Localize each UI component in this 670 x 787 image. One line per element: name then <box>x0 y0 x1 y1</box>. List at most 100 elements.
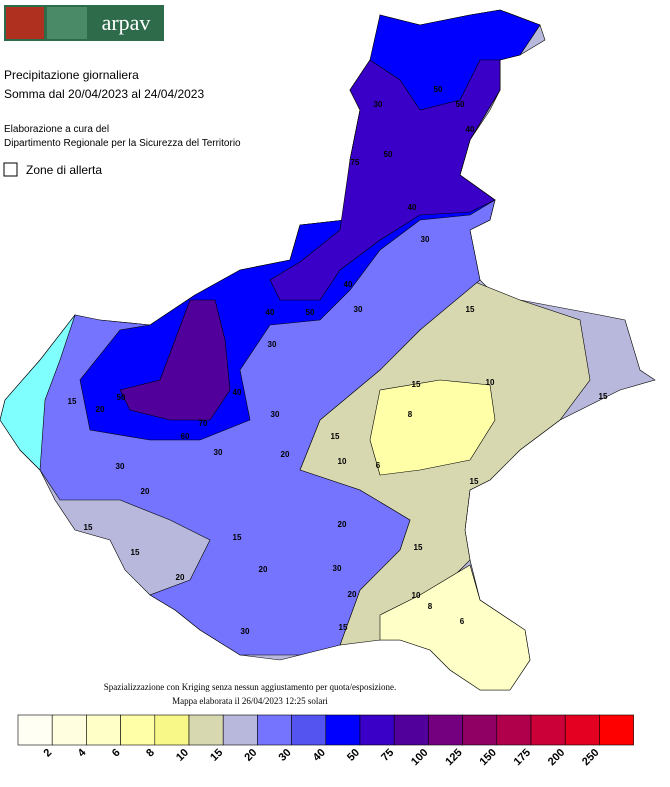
legend-label: 250 <box>580 747 601 768</box>
legend-swatch <box>188 714 224 746</box>
contour-label: 50 <box>306 308 315 317</box>
contour-label: 15 <box>470 477 479 486</box>
legend-swatch <box>325 714 361 746</box>
contour-label: 10 <box>412 591 421 600</box>
legend-label: 100 <box>409 747 430 768</box>
legend-swatch <box>599 714 634 746</box>
contour-label: 8 <box>428 602 433 611</box>
legend-swatch <box>291 714 327 746</box>
legend-swatch <box>51 714 87 746</box>
legend-label: 15 <box>208 747 225 764</box>
contour-label: 50 <box>117 393 126 402</box>
note: Spazializzazione con Kriging senza nessu… <box>104 682 396 692</box>
contour-label: 15 <box>331 432 340 441</box>
legend-label: 2 <box>42 747 55 760</box>
logo: arpav <box>4 5 164 41</box>
contour-label: 8 <box>408 410 413 419</box>
contour-label: 30 <box>421 235 430 244</box>
zone-50 <box>269 59 501 301</box>
subtitle: Somma dal 20/04/2023 al 24/04/2023 <box>4 87 204 101</box>
contour-label: 40 <box>408 203 417 212</box>
legend-label: 4 <box>76 746 89 759</box>
zone-cyan <box>0 314 76 471</box>
contour-label: 30 <box>271 410 280 419</box>
contour-label: 20 <box>259 565 268 574</box>
zone-8 <box>369 379 496 476</box>
legend-label: 20 <box>242 747 259 764</box>
contour-label: 15 <box>233 533 242 542</box>
legend-label: 75 <box>379 747 396 764</box>
contour-label: 15 <box>412 380 421 389</box>
contour-label: 30 <box>116 462 125 471</box>
legend-swatch <box>530 714 566 746</box>
contour-label: 20 <box>281 450 290 459</box>
contour-label: 50 <box>434 85 443 94</box>
note: Mappa elaborata il 26/04/2023 12:25 sola… <box>172 696 328 706</box>
title: Precipitazione giornaliera <box>4 68 139 82</box>
credit: Elaborazione a cura del <box>4 124 109 135</box>
legend-swatch <box>86 714 121 746</box>
legend-swatch <box>564 714 600 746</box>
legend-swatch <box>359 714 395 746</box>
legend-label: 125 <box>443 747 464 768</box>
contour-label: 15 <box>68 397 77 406</box>
contour-label: 6 <box>376 461 381 470</box>
credit: Dipartimento Regionale per la Sicurezza … <box>4 138 241 149</box>
contour-label: 30 <box>241 627 250 636</box>
legend-swatch <box>120 714 156 746</box>
legend-label: 6 <box>110 747 123 760</box>
checkbox[interactable] <box>3 162 18 177</box>
contour-label: 50 <box>384 150 393 159</box>
contour-label: 30 <box>214 448 223 457</box>
color-legend: 2 4 6 8 10 15 20 30 40 50 75 100 125 150 175 200 250 <box>17 714 634 768</box>
contour-labels: 75 50 40 50 30 50 40 30 40 30 50 40 30 15 15 10 8 10 6 15 20… <box>68 85 608 636</box>
contour-label: 20 <box>176 573 185 582</box>
contour-label: 60 <box>181 432 190 441</box>
map <box>0 9 656 691</box>
zone-75 <box>119 299 231 421</box>
legend-label: 40 <box>311 747 328 764</box>
contour-label: 30 <box>333 564 342 573</box>
legend-swatch <box>393 714 429 746</box>
contour-label: 30 <box>354 305 363 314</box>
legend-swatch <box>496 714 532 746</box>
legend-label: 30 <box>277 747 294 764</box>
contour-label: 40 <box>266 308 275 317</box>
contour-label: 15 <box>599 392 608 401</box>
contour-label: 20 <box>96 405 105 414</box>
contour-label: 50 <box>456 100 465 109</box>
contour-label: 6 <box>460 617 465 626</box>
checkbox-label[interactable]: Zone di allerta <box>26 163 102 177</box>
contour-label: 15 <box>466 305 475 314</box>
contour-label: 10 <box>338 457 347 466</box>
contour-label: 10 <box>486 378 495 387</box>
contour-label: 15 <box>131 548 140 557</box>
contour-label: 20 <box>338 520 347 529</box>
contour-label: 75 <box>351 158 360 167</box>
logo-text: arpav <box>102 10 151 35</box>
contour-label: 20 <box>348 590 357 599</box>
contour-label: 70 <box>199 419 208 428</box>
contour-label: 40 <box>466 125 475 134</box>
legend-swatch <box>257 714 292 746</box>
contour-label: 30 <box>374 100 383 109</box>
contour-label: 30 <box>268 340 277 349</box>
legend-label: 10 <box>174 747 191 764</box>
contour-label: 15 <box>84 523 93 532</box>
contour-label: 40 <box>344 280 353 289</box>
legend-label: 175 <box>512 747 533 768</box>
legend-label: 50 <box>345 747 362 764</box>
legend-swatch <box>222 714 258 746</box>
legend-label: 200 <box>546 747 567 768</box>
zone-8 <box>379 564 531 691</box>
legend-swatch <box>428 714 463 746</box>
contour-label: 15 <box>414 543 423 552</box>
logo-mark <box>47 7 87 39</box>
legend-swatch <box>154 714 190 746</box>
legend-swatch <box>17 714 53 746</box>
contour-label: 20 <box>141 487 150 496</box>
legend-label: 150 <box>477 747 498 768</box>
contour-label: 40 <box>233 388 242 397</box>
